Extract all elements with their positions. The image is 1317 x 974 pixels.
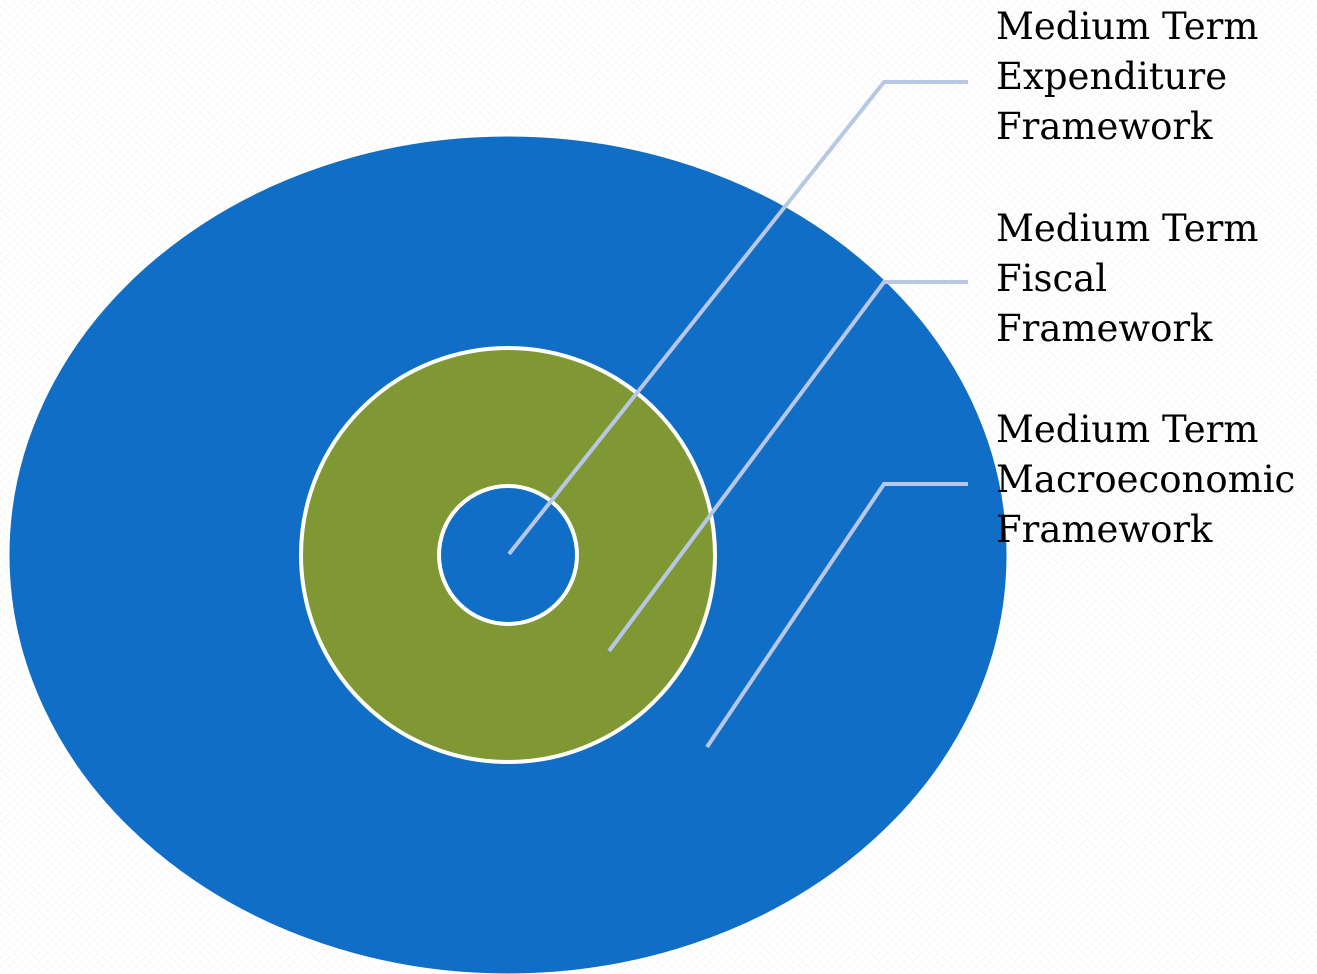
label-line: Macroeconomic: [996, 458, 1296, 501]
expenditure-framework-label: Medium Term Expenditure Framework: [996, 2, 1314, 152]
label-line: Medium Term: [996, 207, 1259, 250]
label-line: Fiscal: [996, 257, 1108, 300]
expenditure-leader-line: [507, 80, 968, 556]
fiscal-framework-label: Medium Term Fiscal Framework: [996, 204, 1314, 354]
fiscal-leader-line: [607, 280, 968, 653]
expenditure-framework-core: [437, 484, 579, 626]
macroeconomic-leader-line: [705, 482, 968, 749]
macroeconomic-framework-label: Medium Term Macroeconomic Framework: [996, 405, 1314, 555]
label-line: Medium Term: [996, 5, 1259, 48]
label-line: Expenditure: [996, 55, 1228, 98]
label-line: Framework: [996, 508, 1213, 551]
label-line: Framework: [996, 307, 1213, 350]
label-line: Medium Term: [996, 408, 1259, 451]
label-line: Framework: [996, 105, 1213, 148]
